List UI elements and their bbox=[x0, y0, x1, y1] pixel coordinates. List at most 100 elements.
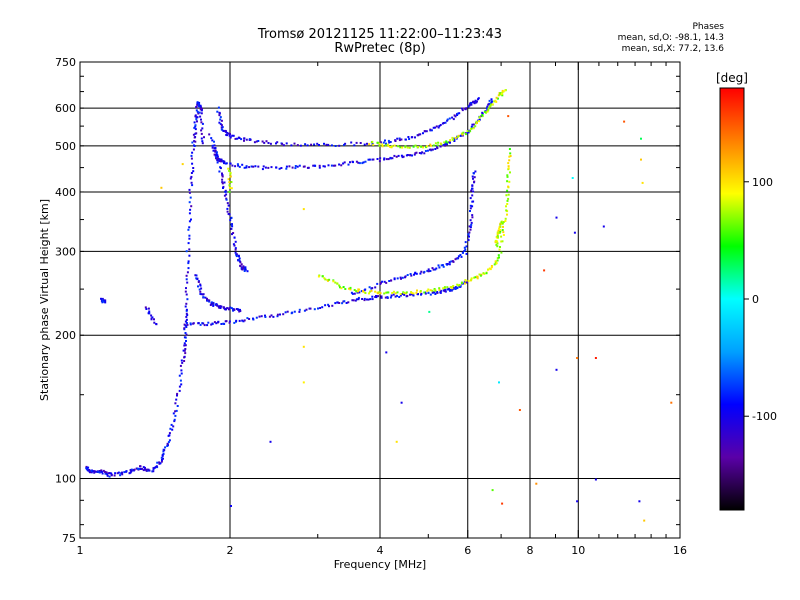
echo-point bbox=[227, 308, 230, 311]
echo-point bbox=[363, 143, 366, 146]
echo-point bbox=[200, 132, 203, 135]
echo-point bbox=[440, 144, 443, 147]
echo-point bbox=[457, 255, 460, 258]
echo-point bbox=[212, 149, 215, 152]
echo-point bbox=[501, 229, 504, 231]
echo-point bbox=[261, 168, 264, 171]
echo-point bbox=[338, 144, 341, 147]
echo-point bbox=[188, 254, 191, 257]
echo-point bbox=[243, 268, 246, 271]
echo-point bbox=[184, 348, 187, 350]
echo-point bbox=[318, 164, 321, 167]
echo-point bbox=[186, 271, 189, 274]
echo-point bbox=[327, 279, 329, 282]
echo-point bbox=[420, 152, 423, 155]
echo-point bbox=[464, 248, 467, 251]
echo-point bbox=[199, 108, 202, 111]
echo-point bbox=[190, 181, 193, 184]
echo-point bbox=[442, 122, 445, 124]
echo-point bbox=[464, 279, 467, 282]
echo-point bbox=[491, 100, 493, 103]
echo-point bbox=[230, 181, 233, 183]
echo-point bbox=[193, 140, 196, 143]
echo-point bbox=[195, 118, 198, 121]
echo-point bbox=[506, 175, 509, 178]
echo-point bbox=[498, 231, 501, 234]
echo-point bbox=[394, 292, 397, 295]
echo-point bbox=[231, 225, 234, 228]
echo-point bbox=[485, 272, 488, 275]
echo-point bbox=[467, 279, 470, 282]
echo-point bbox=[230, 227, 233, 230]
echo-point bbox=[500, 92, 503, 95]
echo-point bbox=[470, 221, 473, 224]
colorbar-tick-label: -100 bbox=[752, 410, 777, 423]
echo-point bbox=[223, 323, 226, 325]
scatter-point bbox=[576, 357, 579, 359]
echo-point bbox=[129, 469, 132, 471]
echo-point bbox=[198, 288, 201, 291]
echo-point bbox=[476, 100, 478, 103]
echo-point bbox=[282, 313, 285, 316]
echo-point bbox=[451, 288, 454, 291]
echo-point bbox=[328, 278, 331, 281]
echo-point bbox=[226, 307, 229, 310]
echo-point bbox=[218, 160, 221, 163]
echo-point bbox=[185, 278, 188, 281]
echo-point bbox=[332, 280, 335, 283]
echo-point bbox=[478, 116, 481, 119]
echo-point bbox=[404, 145, 407, 148]
echo-point bbox=[236, 163, 239, 166]
echo-point bbox=[162, 450, 165, 453]
echo-point bbox=[469, 226, 472, 229]
echo-point bbox=[368, 158, 371, 161]
echo-point bbox=[380, 295, 383, 298]
echo-point bbox=[429, 143, 432, 146]
echo-point bbox=[184, 290, 187, 293]
echo-point bbox=[141, 467, 144, 470]
echo-point bbox=[495, 262, 498, 265]
echo-point bbox=[175, 409, 178, 412]
echo-point bbox=[220, 305, 223, 308]
echo-point bbox=[242, 267, 245, 270]
echo-point bbox=[185, 326, 188, 328]
echo-point bbox=[392, 293, 395, 296]
echo-point bbox=[420, 270, 423, 273]
echo-point bbox=[196, 110, 199, 113]
echo-point bbox=[223, 194, 226, 197]
echo-point bbox=[233, 308, 236, 311]
echo-point bbox=[219, 167, 222, 170]
scatter-point bbox=[385, 351, 388, 354]
echo-point bbox=[398, 296, 401, 298]
echo-point bbox=[206, 297, 208, 300]
scatter-point bbox=[543, 269, 546, 272]
scatter-point bbox=[428, 310, 431, 313]
echo-point bbox=[307, 166, 310, 169]
echo-point bbox=[185, 333, 188, 336]
echo-point bbox=[482, 272, 485, 275]
echo-point bbox=[211, 146, 214, 149]
echo-point bbox=[429, 270, 432, 272]
echo-point bbox=[506, 213, 508, 216]
echo-point bbox=[469, 207, 472, 210]
echo-point bbox=[104, 472, 107, 475]
echo-point bbox=[500, 251, 503, 254]
echo-point bbox=[246, 317, 249, 320]
echo-point bbox=[180, 369, 183, 372]
echo-point bbox=[217, 305, 220, 308]
echo-point bbox=[245, 166, 248, 169]
echo-point bbox=[444, 143, 447, 145]
echo-point bbox=[188, 226, 191, 229]
echo-point bbox=[426, 145, 429, 148]
echo-point bbox=[192, 167, 195, 169]
echo-point bbox=[88, 469, 91, 471]
echo-point bbox=[474, 125, 477, 128]
y-tick-label: 300 bbox=[55, 245, 76, 258]
echo-point bbox=[150, 314, 153, 317]
echo-point bbox=[451, 260, 454, 263]
echo-point bbox=[358, 162, 361, 165]
echo-point bbox=[358, 291, 361, 294]
echo-point bbox=[398, 137, 401, 140]
echo-point bbox=[347, 163, 350, 166]
echo-point bbox=[257, 140, 260, 142]
